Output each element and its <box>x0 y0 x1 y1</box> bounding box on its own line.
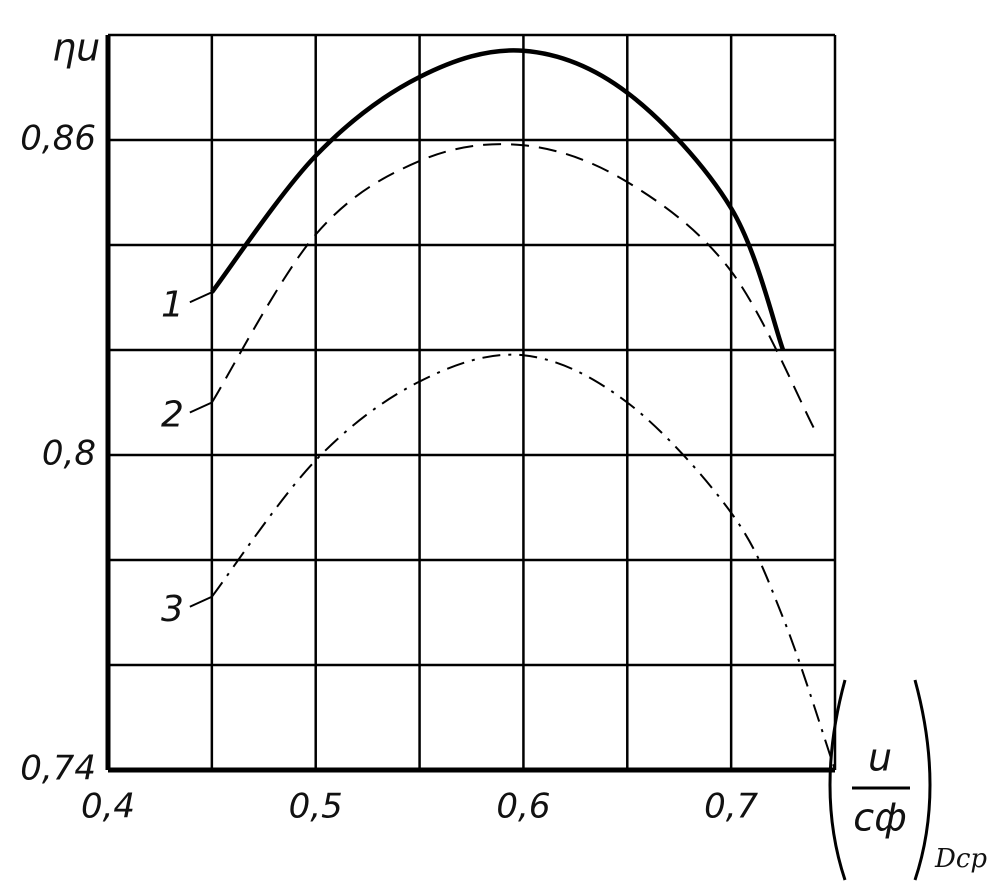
paren-left <box>828 679 847 881</box>
x-label-numerator: u <box>868 736 892 780</box>
series-label: 2 <box>161 395 184 436</box>
y-tick-label: 0,74 <box>20 749 96 789</box>
y-axis-label: ηu <box>52 26 100 70</box>
x-tick-label: 0,6 <box>496 787 550 827</box>
series-line <box>211 143 816 430</box>
series-line <box>210 48 786 351</box>
x-label-denominator: cф <box>853 796 906 840</box>
series-leader <box>189 291 213 304</box>
y-tick-label: 0,86 <box>20 119 96 159</box>
y-tick-label: 0,8 <box>42 434 96 474</box>
x-tick-label: 0,7 <box>704 787 758 827</box>
x-label-subscript: Dср <box>934 844 987 874</box>
series-label: 3 <box>161 589 184 630</box>
x-tick-label: 0,4 <box>81 787 135 827</box>
x-tick-label: 0,5 <box>289 787 343 827</box>
series-label: 1 <box>161 284 184 325</box>
series-leader <box>189 595 213 608</box>
series-leader <box>189 401 213 414</box>
paren-right <box>913 679 932 881</box>
series-line <box>211 353 836 771</box>
